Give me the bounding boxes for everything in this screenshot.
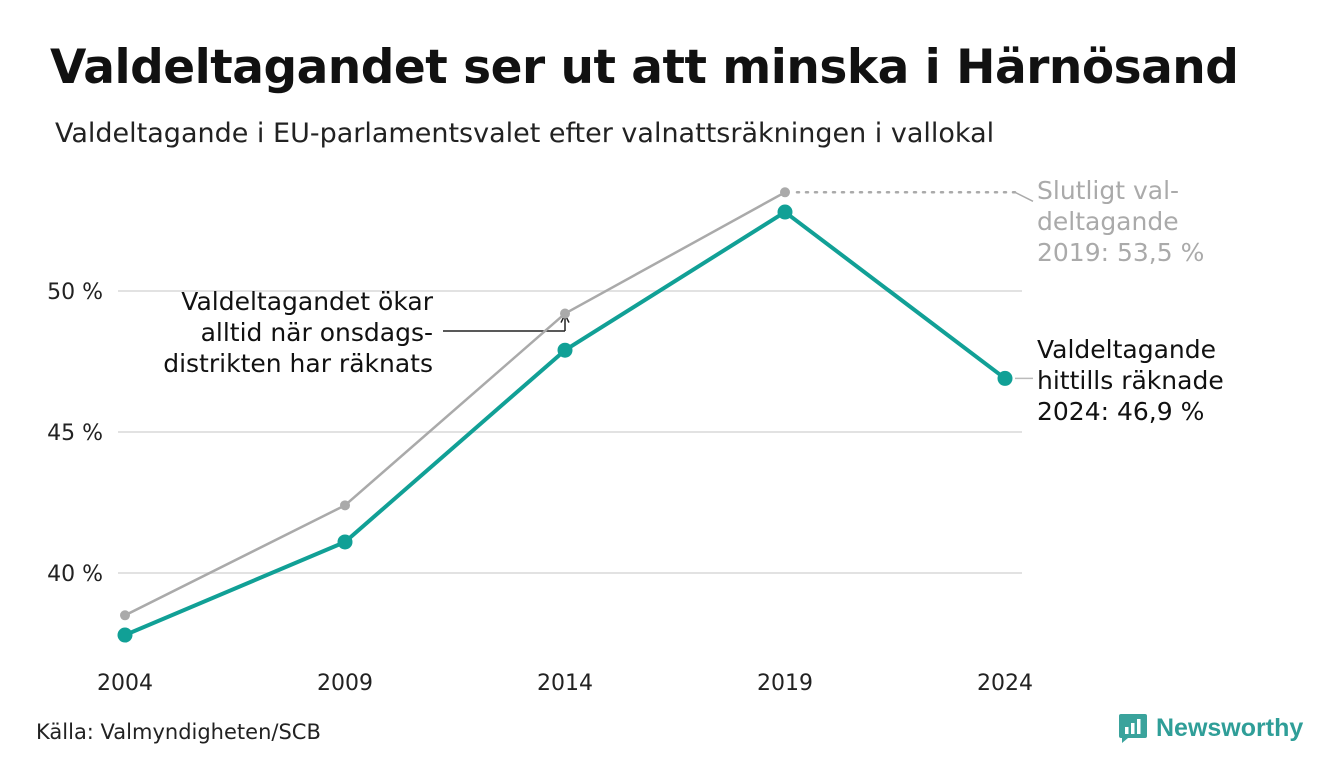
point-election_night — [557, 342, 573, 358]
series-layer — [117, 187, 1013, 643]
chart-subtitle: Valdeltagande i EU-parlamentsvalet efter… — [55, 118, 995, 149]
point-election_night — [337, 534, 353, 550]
x-tick-label: 2024 — [977, 671, 1033, 696]
annotation-leaders — [443, 191, 1034, 380]
x-tick-label: 2019 — [757, 671, 813, 696]
x-tick-label: 2014 — [537, 671, 593, 696]
newsworthy-logo-icon — [1119, 714, 1147, 743]
annotation-current-2024: Valdeltagande — [1037, 335, 1216, 364]
annotation-current-2024: 2024: 46,9 % — [1037, 397, 1204, 426]
y-tick-label: 50 % — [47, 280, 103, 305]
y-tick-label: 40 % — [47, 562, 103, 587]
annotation-final-2019: Slutligt val- — [1037, 176, 1179, 205]
annotation-note: Valdeltagandet ökar — [181, 287, 433, 316]
annotation-current-2024: hittills räknade — [1037, 366, 1224, 395]
line-chart: 40 % 45 % 50 % 2004 2009 2014 2019 2024 Slutli… — [47, 176, 1224, 696]
point-election_night — [117, 627, 133, 643]
point-final — [780, 187, 790, 198]
y-axis-ticks: 40 % 45 % 50 % — [47, 280, 103, 587]
newsworthy-logo: Newsworthy — [1118, 712, 1303, 744]
point-final — [120, 610, 130, 621]
y-tick-label: 45 % — [47, 421, 103, 446]
brand-name: Newsworthy — [1156, 713, 1304, 742]
series-line-final — [123, 191, 787, 617]
source-note: Källa: Valmyndigheten/SCB — [36, 720, 321, 744]
chart-title: Valdeltagandet ser ut att minska i Härnö… — [50, 40, 1239, 95]
annotation-final-2019: deltagande — [1037, 207, 1179, 236]
x-axis-ticks: 2004 2009 2014 2019 2024 — [97, 671, 1033, 696]
annotation-final-2019: 2019: 53,5 % — [1037, 238, 1204, 267]
series-line-election_night — [123, 210, 1007, 638]
x-tick-label: 2004 — [97, 671, 153, 696]
x-tick-label: 2009 — [317, 671, 373, 696]
leader-tick-2019 — [1014, 191, 1034, 202]
point-final — [560, 308, 570, 319]
point-election_night — [997, 370, 1013, 386]
point-election_night — [777, 204, 793, 220]
point-final — [340, 500, 350, 511]
annotation-note: alltid när onsdags- — [201, 318, 433, 347]
annotation-note: distrikten har räknats — [163, 349, 433, 378]
